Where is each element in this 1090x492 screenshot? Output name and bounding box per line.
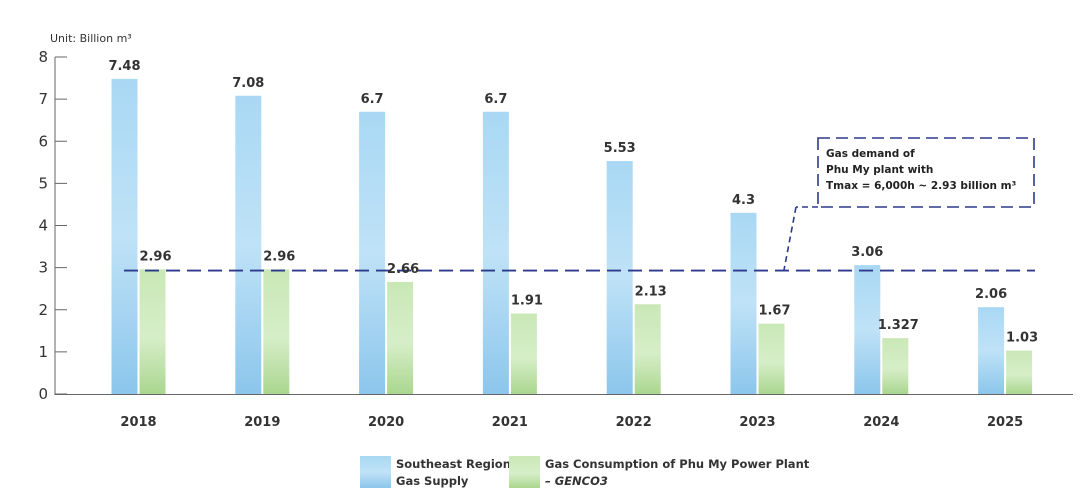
x-tick-label: 2022 bbox=[616, 415, 652, 430]
bar-consumption bbox=[634, 304, 661, 394]
bar-consumption bbox=[1006, 350, 1033, 394]
bar-supply bbox=[730, 212, 757, 394]
data-label-consumption: 1.67 bbox=[758, 304, 790, 319]
data-label-consumption: 1.91 bbox=[511, 294, 543, 309]
unit-label: Unit: Billion m³ bbox=[50, 32, 132, 45]
annotation-line-2: Phu My plant with bbox=[826, 164, 933, 176]
data-label-supply: 4.3 bbox=[732, 193, 755, 208]
data-label-consumption: 2.66 bbox=[387, 262, 419, 277]
data-label-supply: 2.06 bbox=[975, 287, 1007, 302]
legend-label-supply-line2: Gas Supply bbox=[396, 474, 469, 488]
x-tick-label: 2020 bbox=[368, 415, 404, 430]
data-label-consumption: 2.96 bbox=[263, 249, 295, 264]
y-ticks: 0 1 2 3 4 5 6 7 8 bbox=[38, 48, 67, 403]
x-tick-label: 2023 bbox=[739, 415, 775, 430]
annotation-line-1: Gas demand of bbox=[826, 148, 915, 160]
y-tick-label: 8 bbox=[38, 48, 48, 66]
bar-supply bbox=[978, 307, 1005, 394]
annotation-line-3: Tmax = 6,000h ~ 2.93 billion m³ bbox=[826, 180, 1017, 192]
y-tick-label: 5 bbox=[38, 174, 48, 192]
legend-swatch-supply bbox=[360, 456, 391, 488]
bar-consumption bbox=[758, 323, 785, 394]
bar-consumption bbox=[263, 269, 290, 394]
y-tick-label: 2 bbox=[38, 301, 48, 319]
data-label-supply: 6.7 bbox=[361, 92, 384, 107]
x-tick-label: 2019 bbox=[244, 415, 280, 430]
data-labels: 7.48 2.96 7.08 2.96 6.7 2.66 6.7 1.91 5.53 2.13 4.… bbox=[108, 59, 1038, 346]
bar-consumption bbox=[139, 269, 166, 394]
data-label-consumption: 1.327 bbox=[878, 318, 919, 333]
bar-consumption bbox=[882, 338, 909, 394]
x-tick-label: 2024 bbox=[863, 415, 899, 430]
x-tick-label: 2018 bbox=[120, 415, 156, 430]
bar-supply bbox=[482, 111, 509, 394]
legend-swatch-consumption bbox=[509, 456, 540, 488]
legend-label-supply-line1: Southeast Region bbox=[396, 457, 511, 471]
legend-label-consumption-line2: – GENCO3 bbox=[545, 474, 608, 488]
data-label-supply: 7.48 bbox=[108, 59, 140, 74]
y-tick-label: 6 bbox=[38, 132, 48, 150]
data-label-supply: 3.06 bbox=[851, 245, 883, 260]
legend: Southeast Region Gas Supply Gas Consumpt… bbox=[360, 456, 810, 488]
y-axis bbox=[54, 57, 1073, 395]
bar-consumption bbox=[387, 281, 414, 394]
bar-consumption bbox=[510, 313, 537, 394]
bar-supply bbox=[854, 265, 881, 394]
y-tick-label: 1 bbox=[38, 343, 48, 361]
data-label-supply: 6.7 bbox=[484, 92, 507, 107]
y-tick-label: 4 bbox=[38, 217, 48, 235]
legend-label-consumption-line1: Gas Consumption of Phu My Power Plant bbox=[545, 457, 810, 471]
annotation: Gas demand of Phu My plant with Tmax = 6… bbox=[783, 137, 1035, 271]
annotation-box bbox=[817, 137, 1035, 208]
data-label-consumption: 2.13 bbox=[635, 284, 667, 299]
y-tick-label: 7 bbox=[38, 90, 48, 108]
data-label-supply: 5.53 bbox=[604, 141, 636, 156]
data-label-supply: 7.08 bbox=[232, 76, 264, 91]
x-tick-label: 2021 bbox=[492, 415, 528, 430]
data-label-consumption: 2.96 bbox=[139, 249, 171, 264]
x-tick-label: 2025 bbox=[987, 415, 1023, 430]
data-label-consumption: 1.03 bbox=[1006, 331, 1038, 346]
y-tick-label: 0 bbox=[38, 385, 48, 403]
x-labels: 2018 2019 2020 2021 2022 2023 2024 2025 bbox=[120, 415, 1023, 430]
y-tick-label: 3 bbox=[38, 259, 48, 277]
bar-supply bbox=[235, 95, 262, 394]
bar-supply bbox=[111, 78, 138, 394]
bar-supply bbox=[359, 111, 386, 394]
bars bbox=[111, 78, 1033, 394]
annotation-connector bbox=[783, 206, 797, 271]
bar-supply bbox=[606, 161, 633, 394]
